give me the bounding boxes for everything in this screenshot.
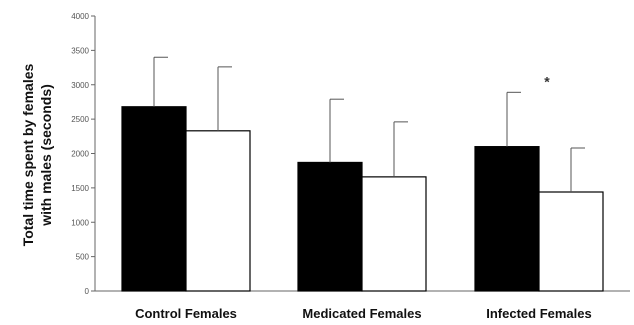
y-tick-label: 2500	[71, 115, 89, 124]
y-tick-label: 500	[76, 253, 90, 262]
plot-area: 4000 3500 3000 2500 2000 1500 1000 500 0 Control …	[71, 12, 630, 321]
y-tick-label: 0	[85, 287, 90, 296]
y-tick-label: 2000	[71, 150, 89, 159]
y-tick-label: 1000	[71, 218, 89, 227]
bar	[121, 106, 187, 292]
y-tick-label: 4000	[71, 12, 89, 21]
y-tick-label: 3500	[71, 46, 89, 55]
bar	[538, 191, 604, 292]
bar	[474, 146, 540, 292]
y-axis-title-line-1: Total time spent by females	[20, 64, 36, 247]
y-tick-label: 1500	[71, 184, 89, 193]
y-tick-label: 3000	[71, 81, 89, 90]
significance-marker: *	[544, 73, 550, 89]
x-category-label: Infected Females	[486, 306, 592, 321]
x-category-label: Control Females	[135, 306, 237, 321]
y-axis-title-line-2: with males (seconds)	[38, 84, 54, 227]
bar	[361, 176, 427, 292]
bar	[185, 130, 251, 292]
x-category-label: Medicated Females	[302, 306, 421, 321]
bar	[297, 161, 363, 292]
